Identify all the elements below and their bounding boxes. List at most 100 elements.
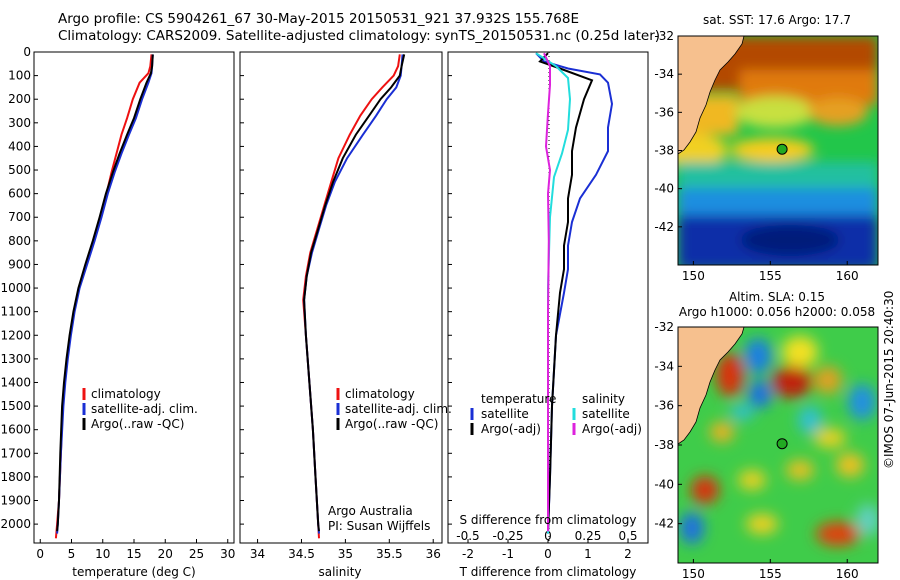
sst-map-image <box>678 36 878 265</box>
latitude-tick-label: -34 <box>654 67 674 81</box>
series-line-climatology <box>54 54 153 539</box>
latitude-tick-label: -38 <box>654 438 674 452</box>
sst-map-panel: sat. SST: 17.6 Argo: 17.7 -32 -34 -36 -38 -4… <box>654 13 879 283</box>
salinity-panel: 34 34.5 35 35.5 36 salinity climatologysatel… <box>239 51 452 579</box>
depth-tick-label: 200 <box>8 92 31 106</box>
depth-tick-label: 0 <box>23 45 31 59</box>
imos-watermark: ©IMOS 07-Jun-2015 20:40:30 <box>882 291 896 469</box>
latitude-tick-label: -42 <box>654 517 674 531</box>
temperature-tick-label: 5 <box>68 547 76 561</box>
temperature-tick-label: 10 <box>95 547 110 561</box>
depth-tick-label: 700 <box>8 210 31 224</box>
t-difference-tick-label: 1 <box>584 547 592 561</box>
difference-series <box>535 52 614 534</box>
depth-tick-label: 1400 <box>0 375 31 389</box>
t-difference-tick-label: 0 <box>544 547 552 561</box>
legend-label: satellite-adj. clim. <box>345 402 452 416</box>
depth-tick-label: 1100 <box>0 305 31 319</box>
series-line-argo---raw--qc- <box>56 54 154 532</box>
temperature-axes-frame <box>33 51 235 544</box>
sla-map-subtitle: Argo h1000: 0.056 h2000: 0.058 <box>679 305 875 319</box>
sla-map-panel: Altim. SLA: 0.15 Argo h1000: 0.056 h2000… <box>654 290 879 580</box>
salinity-x-label: salinity <box>318 565 361 579</box>
latitude-tick-label: -40 <box>654 182 674 196</box>
series-line-argo---raw--qc- <box>303 54 406 532</box>
latitude-tick-label: -32 <box>654 320 674 334</box>
longitude-tick-label: 160 <box>836 567 859 580</box>
legend-label: Argo(-adj) <box>582 422 642 436</box>
difference-panel: -2 -1 0 1 2 -0.5 -0.25 0 0.25 0.5 S difference fr… <box>447 51 649 579</box>
depth-tick-label: 500 <box>8 163 31 177</box>
annotation-line2: PI: Susan Wijffels <box>328 519 430 533</box>
sst-land <box>678 36 745 155</box>
latitude-tick-label: -42 <box>654 220 674 234</box>
series-line-s-argo--adj- <box>543 52 552 532</box>
legend-header-salinity: salinity <box>582 392 625 406</box>
legend-label: Argo(..raw -QC) <box>91 417 184 431</box>
salinity-tick-label: 34.5 <box>288 547 315 561</box>
legend-label: Argo(-adj) <box>481 422 541 436</box>
s-difference-tick-label: 0.5 <box>618 529 637 543</box>
latitude-tick-label: -36 <box>654 105 674 119</box>
legend-label: climatology <box>91 387 161 401</box>
legend-header-temperature: temperature <box>481 392 556 406</box>
t-difference-tick-label: 2 <box>624 547 632 561</box>
difference-tick-labels: -2 -1 0 1 2 -0.5 -0.25 0 0.25 0.5 <box>448 51 638 561</box>
sla-map-ticks: -32 -34 -36 -38 -40 -42 150 155 160 <box>654 320 858 580</box>
s-difference-tick-label: -0.5 <box>456 529 479 543</box>
series-line-climatology <box>302 54 401 539</box>
temperature-tick-label: 0 <box>36 547 44 561</box>
longitude-tick-label: 150 <box>682 567 705 580</box>
depth-tick-label: 1000 <box>0 281 31 295</box>
t-difference-tick-label: -1 <box>502 547 514 561</box>
depth-tick-labels: 0 100 200 300 400 500 600 700 800 900 1000 1100 1200… <box>0 45 38 531</box>
latitude-tick-label: -40 <box>654 477 674 491</box>
temperature-series <box>54 54 154 539</box>
salinity-tick-label: 35 <box>338 547 353 561</box>
legend-label: satellite-adj. clim. <box>91 402 198 416</box>
temperature-tick-labels: 0 5 10 15 20 25 30 <box>36 539 235 561</box>
argo-location-marker <box>776 143 788 155</box>
t-difference-label: T difference from climatology <box>459 565 637 579</box>
salinity-tick-label: 35.5 <box>376 547 403 561</box>
latitude-tick-label: -34 <box>654 359 674 373</box>
salinity-tick-label: 36 <box>426 547 441 561</box>
s-difference-tick-label: -0.25 <box>492 529 523 543</box>
sst-map-title: sat. SST: 17.6 Argo: 17.7 <box>703 13 851 27</box>
depth-tick-label: 1500 <box>0 399 31 413</box>
depth-tick-label: 1300 <box>0 352 31 366</box>
series-line-satellite-adj--clim- <box>56 54 154 534</box>
salinity-series <box>302 54 406 539</box>
latitude-tick-label: -38 <box>654 144 674 158</box>
s-difference-label: S difference from climatology <box>460 513 637 527</box>
depth-tick-label: 800 <box>8 234 31 248</box>
legend-label: Argo(..raw -QC) <box>345 417 438 431</box>
temperature-panel: 0100200300400500600700800900100011001200… <box>0 45 235 579</box>
sst-map-ticks: -32 -34 -36 -38 -40 -42 150 155 160 <box>654 29 858 283</box>
sla-map-title: Altim. SLA: 0.15 <box>729 290 825 304</box>
depth-tick-label: 300 <box>8 116 31 130</box>
temperature-tick-label: 20 <box>158 547 173 561</box>
depth-tick-label: 1900 <box>0 494 31 508</box>
depth-tick-label: 1700 <box>0 446 31 460</box>
depth-tick-label: 100 <box>8 69 31 83</box>
longitude-tick-label: 155 <box>759 567 782 580</box>
longitude-tick-label: 150 <box>682 269 705 283</box>
sla-land <box>678 327 745 445</box>
temperature-x-label: temperature (deg C) <box>72 565 195 579</box>
s-difference-tick-label: 0.25 <box>575 529 602 543</box>
temperature-tick-label: 30 <box>220 547 235 561</box>
depth-tick-label: 1600 <box>0 423 31 437</box>
t-difference-tick-label: -2 <box>462 547 474 561</box>
figure-title-line2: Climatology: CARS2009. Satellite-adjuste… <box>58 28 660 44</box>
depth-tick-label: 1200 <box>0 328 31 342</box>
s-difference-tick-label: 0 <box>544 529 552 543</box>
legend-label: climatology <box>345 387 415 401</box>
temperature-tick-label: 15 <box>126 547 141 561</box>
depth-tick-label: 600 <box>8 187 31 201</box>
argo-location-marker <box>776 438 788 450</box>
salinity-tick-labels: 34 34.5 35 35.5 36 <box>240 51 441 561</box>
latitude-tick-label: -32 <box>654 29 674 43</box>
